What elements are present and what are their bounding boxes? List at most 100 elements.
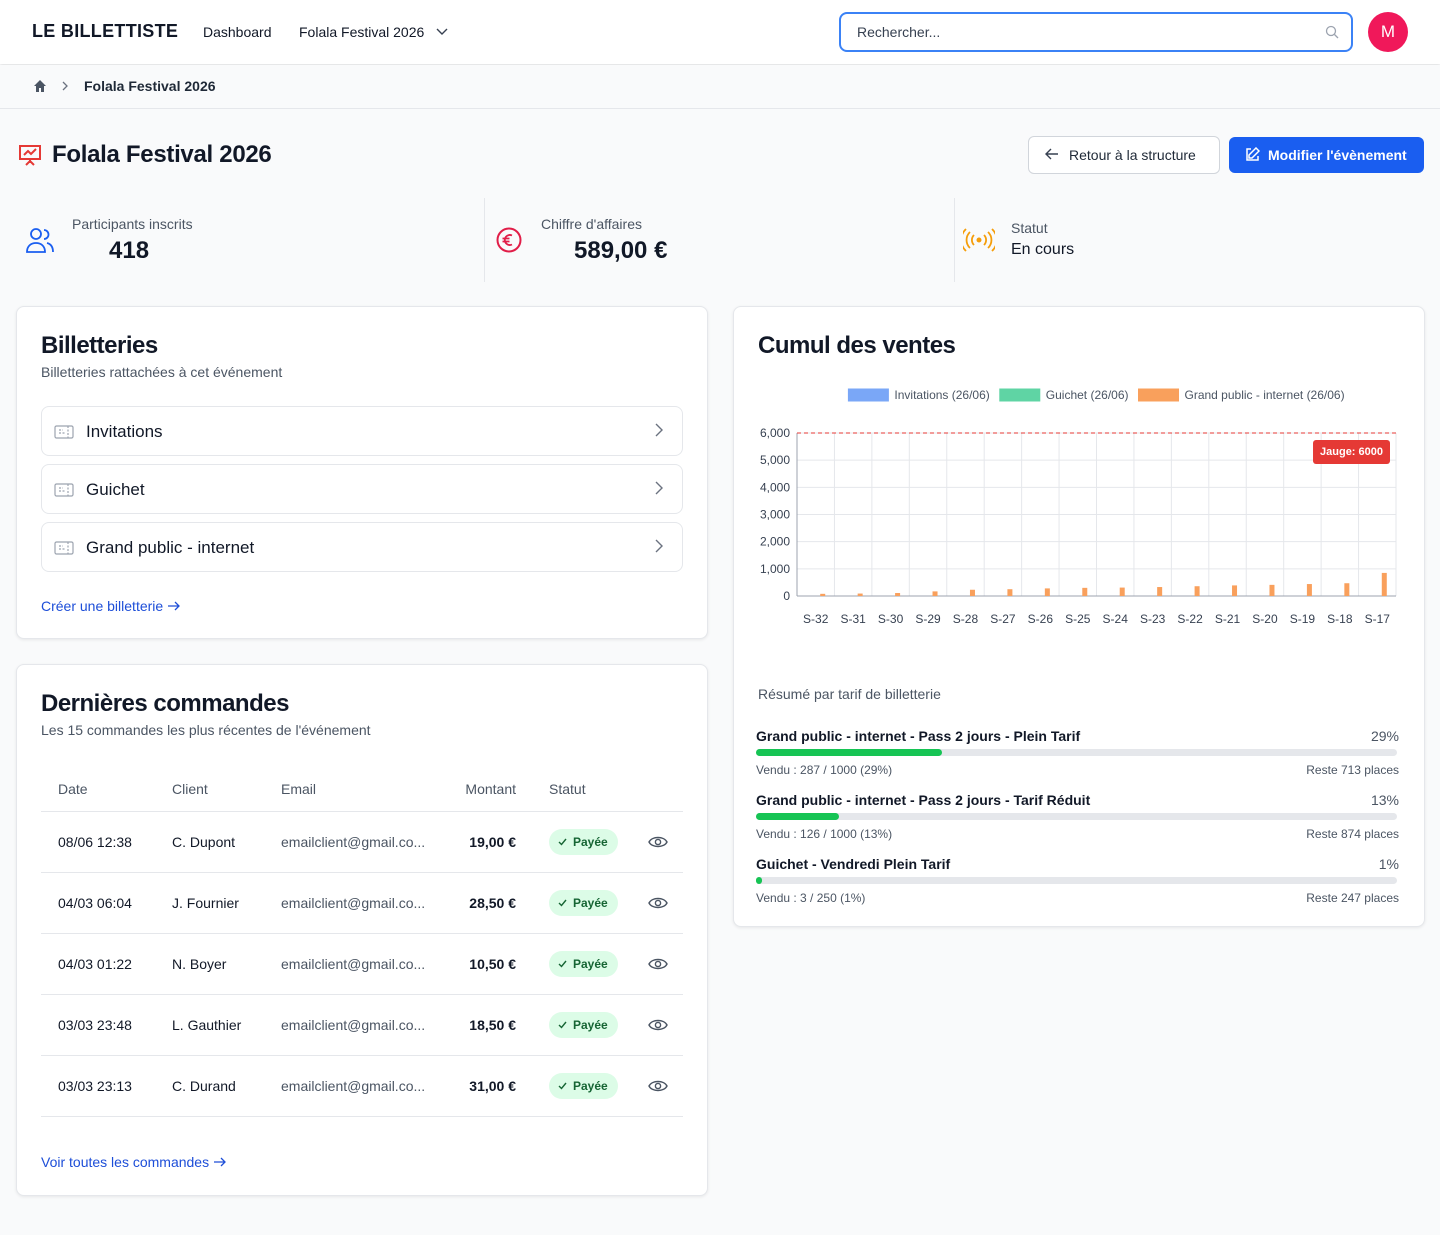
card-title: Dernières commandes: [41, 690, 289, 717]
tarif-name: Grand public - internet - Pass 2 jours -…: [756, 728, 1081, 744]
bar: [932, 591, 938, 596]
tarif-remaining: Reste 874 places: [1306, 827, 1399, 841]
y-tick-label: 5,000: [760, 453, 790, 467]
row-rule: [41, 994, 683, 995]
view-icon: [648, 1019, 668, 1031]
tarif-percent: 1%: [1378, 856, 1399, 872]
status-text: Payée: [573, 1018, 608, 1032]
y-tick-label: 2,000: [760, 535, 790, 549]
bar: [1157, 587, 1163, 596]
x-tick-label: S-18: [1327, 612, 1353, 626]
check-icon: [558, 899, 567, 907]
x-tick-label: S-21: [1215, 612, 1241, 626]
bar: [1082, 587, 1088, 596]
home-icon[interactable]: [33, 79, 47, 93]
tarif-sold: Vendu : 3 / 250 (1%): [756, 891, 866, 905]
euro-icon: [496, 227, 522, 253]
order-email: emailclient@gmail.co...: [281, 1078, 426, 1094]
order-date: 04/03 01:22: [58, 956, 132, 972]
stat-value: 418: [109, 237, 150, 264]
back-button-label: Retour à la structure: [1069, 147, 1196, 163]
create-link[interactable]: Créer une billetterie: [41, 598, 181, 614]
row-rule: [41, 933, 683, 934]
row-rule: [41, 872, 683, 873]
threshold-label: Jauge: 6000: [1320, 446, 1383, 458]
status-badge: Payée: [549, 1012, 618, 1038]
y-tick-label: 6,000: [760, 426, 790, 440]
row-rule: [41, 1116, 683, 1117]
broadcast-icon: [963, 228, 995, 252]
stat-divider: [484, 198, 485, 282]
order-client: C. Durand: [172, 1078, 236, 1094]
status-text: Payée: [573, 957, 608, 971]
orders-link[interactable]: Voir toutes les commandes: [41, 1154, 227, 1170]
x-tick-label: S-31: [840, 612, 866, 626]
status-text: Payée: [573, 896, 608, 910]
ticketing-name: Grand public - internet: [86, 538, 255, 557]
stat-divider: [954, 198, 955, 282]
event-icon: [19, 145, 41, 166]
chevron-right: [655, 539, 663, 553]
back-button[interactable]: [1028, 136, 1220, 174]
brand[interactable]: LE BILLETTISTE: [32, 21, 179, 41]
search-box[interactable]: [839, 12, 1353, 52]
progress-track: [756, 877, 1397, 884]
orders-link-text: Voir toutes les commandes: [41, 1154, 210, 1170]
x-tick-label: S-23: [1140, 612, 1166, 626]
progress-fill: [756, 813, 840, 820]
order-amount: 31,00 €: [469, 1078, 516, 1094]
ticketing-item[interactable]: Invitations: [41, 406, 683, 456]
legend-label: Guichet (26/06): [1046, 388, 1129, 402]
ticket-icon: [54, 425, 74, 439]
stat-value: 589,00 €: [574, 237, 668, 264]
bar: [1007, 589, 1013, 596]
order-client: N. Boyer: [172, 956, 227, 972]
x-tick-label: S-20: [1252, 612, 1278, 626]
legend-label: Invitations (26/06): [894, 388, 989, 402]
legend-swatch: [999, 388, 1041, 402]
stat-label: Participants inscrits: [72, 216, 193, 232]
tarif-sold: Vendu : 126 / 1000 (13%): [756, 827, 893, 841]
ticket-icon: [54, 541, 74, 555]
progress-fill: [756, 877, 763, 884]
tarifs-title: Résumé par tarif de billetterie: [758, 686, 941, 702]
order-client: L. Gauthier: [172, 1017, 242, 1033]
chevron-down: [436, 28, 448, 35]
edit-button[interactable]: [1229, 137, 1424, 173]
ticketing-item[interactable]: Guichet: [41, 464, 683, 514]
ticketing-name: Guichet: [86, 480, 145, 499]
nav-link[interactable]: Dashboard: [203, 24, 272, 40]
progress-fill: [756, 749, 942, 756]
stat-label: Chiffre d'affaires: [541, 216, 642, 232]
x-tick-label: S-29: [915, 612, 941, 626]
chevron-right: [655, 481, 663, 495]
arrow-right: [168, 601, 180, 611]
view-icon: [648, 897, 668, 909]
breadcrumb-current: Folala Festival 2026: [84, 78, 216, 94]
order-date: 03/03 23:48: [58, 1017, 132, 1033]
breadcrumb-bar: [0, 65, 1440, 109]
sales-card: Cumul des ventes Résumé par tarif de bil…: [733, 306, 1425, 927]
status-badge: Payée: [549, 890, 618, 916]
x-tick-label: S-25: [1065, 612, 1091, 626]
page-title: Folala Festival 2026: [52, 141, 272, 168]
order-email: emailclient@gmail.co...: [281, 834, 426, 850]
ticketing-item[interactable]: Grand public - internet: [41, 522, 683, 572]
arrow-left: [1045, 148, 1058, 160]
check-icon: [558, 960, 567, 968]
order-amount: 19,00 €: [469, 834, 516, 850]
view-icon: [648, 1080, 668, 1092]
x-tick-label: S-22: [1177, 612, 1203, 626]
column-header: Email: [281, 781, 317, 797]
tarif-remaining: Reste 713 places: [1306, 763, 1399, 777]
bar: [1344, 583, 1350, 596]
billetteries-card: Billetteries Billetteries rattachées à c…: [16, 306, 708, 639]
x-tick-label: S-27: [990, 612, 1016, 626]
avatar[interactable]: M: [1368, 12, 1408, 52]
status-text: Payée: [573, 835, 608, 849]
threshold-badge: [1313, 440, 1390, 464]
nav-link[interactable]: Folala Festival 2026: [299, 24, 425, 40]
y-tick-label: 3,000: [760, 508, 790, 522]
